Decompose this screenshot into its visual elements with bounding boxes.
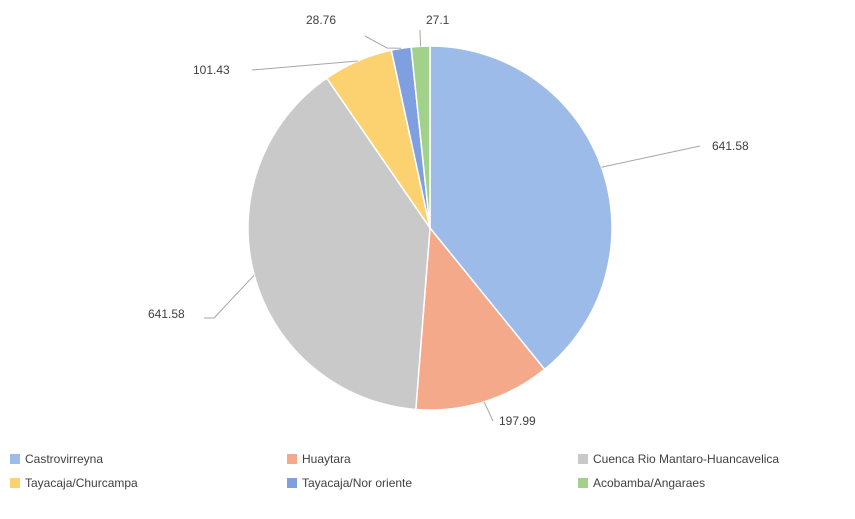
legend-label: Castrovirreyna (25, 452, 104, 466)
legend-label: Tayacaja/Churcampa (25, 476, 138, 490)
data-label-3: 101.43 (193, 63, 230, 77)
legend-item-tayacaja-nor-oriente: Tayacaja/Nor oriente (287, 476, 412, 490)
leader-line-1 (483, 401, 494, 422)
leader-line-4 (364, 35, 402, 49)
data-label-1: 197.99 (499, 414, 536, 428)
legend-item-tayacaja-churcampa: Tayacaja/Churcampa (10, 476, 138, 490)
legend-row-1: Castrovirreyna Huaytara Cuenca Rio Manta… (10, 452, 855, 472)
legend-swatch (287, 478, 297, 488)
legend-label: Cuenca Rio Mantaro-Huancavelica (593, 452, 780, 466)
legend-item-huaytara: Huaytara (287, 452, 351, 466)
pie-slice-5 (410, 45, 431, 229)
legend-swatch (578, 478, 588, 488)
data-labels: 641.58 197.99 641.58 101.43 28.76 27.1 (148, 13, 749, 428)
pie-slices (247, 45, 613, 411)
legend-label: Huaytara (302, 452, 351, 466)
pie-slice-1 (415, 226, 546, 411)
leader-lines (204, 29, 701, 422)
leader-line-5 (419, 29, 421, 47)
legend-swatch (10, 478, 20, 488)
data-label-2: 641.58 (148, 307, 185, 321)
legend-label: Tayacaja/Nor oriente (302, 476, 413, 490)
data-label-4: 28.76 (306, 13, 336, 27)
pie-chart: 641.58 197.99 641.58 101.43 28.76 27.1 (148, 13, 749, 428)
legend-swatch (10, 454, 20, 464)
leader-line-0 (601, 145, 701, 168)
legend-swatch (287, 454, 297, 464)
legend-label: Acobamba/Angaraes (593, 476, 706, 490)
legend-swatch (578, 454, 588, 464)
data-label-5: 27.1 (426, 13, 450, 27)
leader-line-2 (204, 274, 255, 319)
leader-line-3 (251, 60, 358, 71)
legend-item-cuenca-rio-mantaro: Cuenca Rio Mantaro-Huancavelica (578, 452, 779, 466)
legend-row-2: Tayacaja/Churcampa Tayacaja/Nor oriente … (10, 476, 855, 496)
legend-item-castrovirreyna: Castrovirreyna (10, 452, 103, 466)
data-label-0: 641.58 (712, 139, 749, 153)
legend-item-acobamba-angaraes: Acobamba/Angaraes (578, 476, 705, 490)
